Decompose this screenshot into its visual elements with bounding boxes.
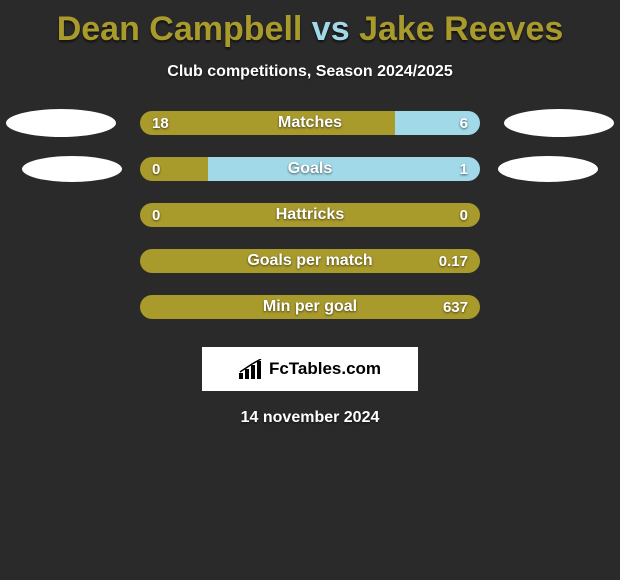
stat-bar: Matches18 6 [140, 111, 480, 135]
stat-bar: Goals per match0.17 [140, 249, 480, 273]
fctables-logo-icon [239, 359, 263, 379]
stat-bar: Hattricks0 0 [140, 203, 480, 227]
player-ellipse-left [22, 156, 122, 182]
player-ellipse-right [504, 109, 614, 137]
brand-badge: FcTables.com [202, 347, 418, 391]
comparison-row: Hattricks0 0 [0, 203, 620, 227]
stat-bar: Goals0 1 [140, 157, 480, 181]
stat-label: Matches [140, 111, 480, 135]
stat-label: Min per goal [140, 295, 480, 319]
stat-value-left: 0 [152, 157, 160, 181]
player2-name: Jake Reeves [359, 10, 563, 48]
date-text: 14 november 2024 [0, 409, 620, 427]
comparison-row: Goals per match0.17 [0, 249, 620, 273]
player-ellipse-right [498, 156, 598, 182]
comparison-row: Matches18 6 [0, 111, 620, 135]
comparison-row: Goals0 1 [0, 157, 620, 181]
stat-label: Hattricks [140, 203, 480, 227]
brand-text: FcTables.com [269, 359, 381, 379]
stat-label: Goals per match [140, 249, 480, 273]
page-title: Dean Campbell vs Jake Reeves [0, 0, 620, 49]
stat-value-left: 18 [152, 111, 169, 135]
stat-bar: Min per goal637 [140, 295, 480, 319]
player-ellipse-left [6, 109, 116, 137]
stat-value-right: 6 [460, 111, 468, 135]
stat-value-left: 0 [152, 203, 160, 227]
comparison-rows: Matches186Goals01Hattricks00Goals per ma… [0, 111, 620, 319]
subtitle: Club competitions, Season 2024/2025 [0, 63, 620, 81]
stat-value-right: 0.17 [439, 249, 468, 273]
stat-value-right: 0 [460, 203, 468, 227]
comparison-row: Min per goal637 [0, 295, 620, 319]
player1-name: Dean Campbell [57, 10, 303, 48]
stat-value-right: 1 [460, 157, 468, 181]
stat-value-right: 637 [443, 295, 468, 319]
stat-label: Goals [140, 157, 480, 181]
vs-text: vs [312, 10, 350, 48]
